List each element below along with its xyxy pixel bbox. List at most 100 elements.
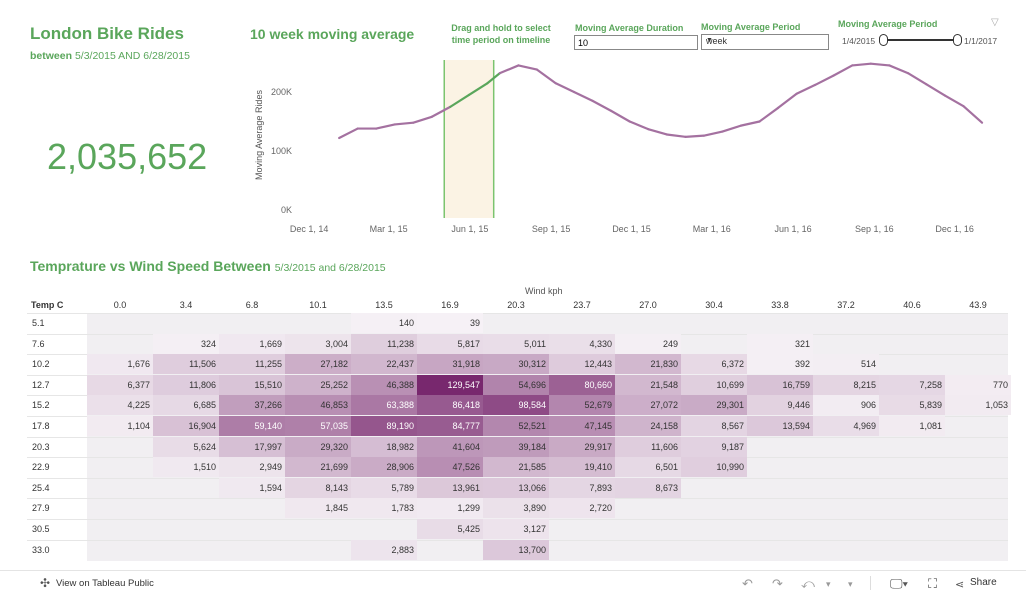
heatmap-cell[interactable]: 4,330 xyxy=(549,333,615,354)
series-line-segment[interactable] xyxy=(517,64,539,71)
period-select[interactable]: week ▼ xyxy=(701,34,829,50)
series-line-segment[interactable] xyxy=(498,64,520,75)
heatmap-cell[interactable]: 16,904 xyxy=(153,416,219,436)
heatmap-cell[interactable]: 514 xyxy=(813,354,879,375)
series-line-segment[interactable] xyxy=(943,94,965,108)
heatmap-cell[interactable]: 19,410 xyxy=(549,457,615,478)
heatmap-cell[interactable]: 10,699 xyxy=(681,374,747,395)
revert-menu-chevron-icon[interactable]: ▾ xyxy=(826,579,831,589)
series-line-segment[interactable] xyxy=(572,90,594,102)
heatmap-cell[interactable]: 392 xyxy=(747,354,813,375)
heatmap-cell[interactable]: 31,918 xyxy=(417,354,483,375)
heatmap-cell[interactable]: 39 xyxy=(417,313,483,333)
heatmap-cell[interactable]: 89,190 xyxy=(351,416,417,436)
series-line-segment[interactable] xyxy=(962,105,984,124)
device-preview-icon[interactable]: 🖵▾ xyxy=(890,576,908,591)
heatmap-cell[interactable]: 84,777 xyxy=(417,416,483,436)
heatmap-cell[interactable]: 8,673 xyxy=(615,477,681,498)
heatmap-cell[interactable]: 8,567 xyxy=(681,416,747,436)
heatmap-cell[interactable]: 6,685 xyxy=(153,395,219,416)
heatmap-cell[interactable]: 37,266 xyxy=(219,395,285,416)
series-line-segment[interactable] xyxy=(375,123,396,130)
view-on-tableau-link[interactable]: View on Tableau Public xyxy=(56,578,154,589)
undo-icon[interactable]: ↶ xyxy=(742,576,753,591)
heatmap-cell[interactable]: 15,510 xyxy=(219,374,285,395)
series-line-segment[interactable] xyxy=(684,134,705,138)
heatmap-cell[interactable]: 13,700 xyxy=(483,539,549,560)
heatmap-cell[interactable]: 11,255 xyxy=(219,354,285,375)
series-line-segment[interactable] xyxy=(758,106,780,123)
series-line-segment[interactable] xyxy=(449,93,471,108)
series-line-segment[interactable] xyxy=(535,68,557,85)
series-line-segment[interactable] xyxy=(467,82,489,97)
series-line-segment[interactable] xyxy=(610,109,631,123)
filter-icon[interactable]: ▽ xyxy=(991,17,999,28)
heatmap-cell[interactable]: 9,187 xyxy=(681,436,747,457)
heatmap-cell[interactable]: 29,301 xyxy=(681,395,747,416)
series-line-segment[interactable] xyxy=(665,133,687,138)
series-line-segment[interactable] xyxy=(554,82,576,94)
heatmap-cell[interactable]: 39,184 xyxy=(483,436,549,457)
heatmap-cell[interactable]: 25,252 xyxy=(285,374,351,395)
series-line-segment[interactable] xyxy=(628,120,650,131)
range-slider-track[interactable] xyxy=(883,39,958,41)
heatmap-cell[interactable]: 24,158 xyxy=(615,416,681,436)
highlight-band[interactable] xyxy=(444,60,494,218)
heatmap-cell[interactable]: 11,506 xyxy=(153,354,219,375)
heatmap-cell[interactable]: 21,548 xyxy=(615,374,681,395)
series-line-segment[interactable] xyxy=(702,130,724,137)
heatmap-cell[interactable]: 5,425 xyxy=(417,519,483,539)
heatmap-cell[interactable]: 11,238 xyxy=(351,333,417,354)
refresh-icon[interactable]: ▾ xyxy=(848,579,853,589)
heatmap-cell[interactable]: 10,990 xyxy=(681,457,747,478)
heatmap-cell[interactable]: 140 xyxy=(351,313,417,333)
heatmap-cell[interactable]: 5,789 xyxy=(351,477,417,498)
series-line-segment[interactable] xyxy=(591,99,613,112)
heatmap-cell[interactable]: 52,679 xyxy=(549,395,615,416)
heatmap-cell[interactable]: 5,839 xyxy=(879,395,945,416)
series-line-segment[interactable] xyxy=(338,127,359,140)
heatmap-cell[interactable]: 29,320 xyxy=(285,436,351,457)
heatmap-cell[interactable]: 1,594 xyxy=(219,477,285,498)
heatmap-cell[interactable]: 30,312 xyxy=(483,354,549,375)
heatmap-cell[interactable]: 249 xyxy=(615,333,681,354)
heatmap-cell[interactable]: 906 xyxy=(813,395,879,416)
heatmap-cell[interactable]: 27,072 xyxy=(615,395,681,416)
series-line-segment[interactable] xyxy=(814,74,835,87)
heatmap-cell[interactable]: 3,127 xyxy=(483,519,549,539)
heatmap-cell[interactable]: 1,783 xyxy=(351,498,417,519)
heatmap-cell[interactable]: 21,699 xyxy=(285,457,351,478)
heatmap-cell[interactable]: 9,446 xyxy=(747,395,813,416)
series-line-segment[interactable] xyxy=(430,105,452,118)
heatmap-cell[interactable]: 6,377 xyxy=(87,374,153,395)
heatmap-cell[interactable]: 1,676 xyxy=(87,354,153,375)
heatmap-cell[interactable]: 22,437 xyxy=(351,354,417,375)
heatmap-cell[interactable]: 13,961 xyxy=(417,477,483,498)
heatmap-cell[interactable]: 129,547 xyxy=(417,374,483,395)
series-line-segment[interactable] xyxy=(851,62,872,67)
heatmap-cell[interactable]: 52,521 xyxy=(483,416,549,436)
moving-average-chart[interactable]: 0K 100K 200K Moving Average Rides Dec 1, 14 M… xyxy=(240,60,1000,240)
heatmap-cell[interactable]: 1,081 xyxy=(879,416,945,436)
heatmap-cell[interactable]: 2,720 xyxy=(549,498,615,519)
share-button[interactable]: Share xyxy=(970,577,997,588)
heatmap-cell[interactable]: 11,606 xyxy=(615,436,681,457)
series-line-segment[interactable] xyxy=(647,128,668,136)
heatmap-cell[interactable]: 3,004 xyxy=(285,333,351,354)
heatmap-cell[interactable]: 86,418 xyxy=(417,395,483,416)
heatmap-cell[interactable]: 46,388 xyxy=(351,374,417,395)
heatmap-cell[interactable]: 63,388 xyxy=(351,395,417,416)
heatmap-cell[interactable]: 11,806 xyxy=(153,374,219,395)
heatmap-cell[interactable]: 12,443 xyxy=(549,354,615,375)
heatmap-cell[interactable]: 1,669 xyxy=(219,333,285,354)
series-line-segment[interactable] xyxy=(906,72,928,86)
heatmap-cell[interactable]: 4,969 xyxy=(813,416,879,436)
duration-input[interactable] xyxy=(574,35,698,50)
heatmap-cell[interactable]: 46,853 xyxy=(285,395,351,416)
series-line-segment[interactable] xyxy=(739,120,761,127)
series-line-segment[interactable] xyxy=(925,83,947,97)
heatmap-cell[interactable]: 13,066 xyxy=(483,477,549,498)
heatmap-cell[interactable]: 21,830 xyxy=(615,354,681,375)
heatmap-cell[interactable]: 6,501 xyxy=(615,457,681,478)
heatmap-cell[interactable]: 2,883 xyxy=(351,539,417,560)
